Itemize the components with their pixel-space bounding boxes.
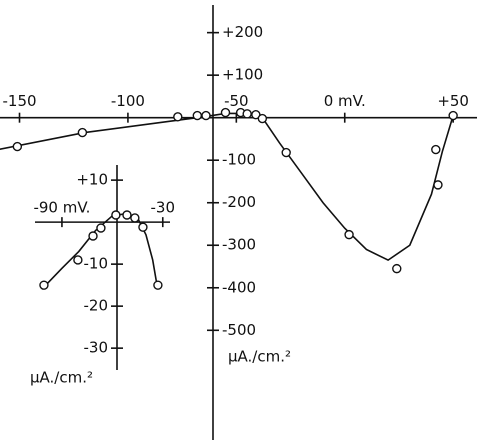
data-point — [220, 107, 231, 118]
x-tick-label: -100 — [111, 92, 145, 110]
y-tick-label: +10 — [76, 171, 108, 189]
y-tick-label: -200 — [222, 193, 256, 211]
curve — [0, 112, 454, 262]
x-tick-label: -50 — [224, 92, 249, 110]
y-tick-label: -400 — [222, 278, 256, 296]
x-tick-label: -150 — [2, 92, 36, 110]
data-point — [433, 180, 443, 190]
data-point — [111, 210, 121, 220]
y-axis-label: μA./cm.² — [30, 369, 93, 387]
data-point — [77, 127, 88, 138]
y-tick-label: -10 — [84, 255, 109, 273]
data-point — [39, 280, 49, 290]
data-point — [12, 141, 23, 152]
data-point — [88, 231, 98, 241]
data-point — [281, 147, 291, 158]
x-tick-label: -30 — [151, 199, 176, 217]
data-point — [173, 112, 183, 122]
data-point — [201, 110, 211, 121]
data-point — [130, 213, 140, 223]
data-point — [96, 223, 106, 233]
y-tick-label: -300 — [222, 236, 256, 254]
data-point — [122, 210, 132, 220]
data-point — [257, 113, 268, 124]
data-point — [73, 255, 83, 265]
x-tick-label: +50 — [437, 92, 469, 110]
data-point — [344, 229, 354, 240]
y-tick-label: +100 — [222, 66, 263, 84]
y-tick-label: -100 — [222, 151, 256, 169]
y-tick-label: -20 — [84, 297, 109, 315]
data-point — [192, 110, 203, 121]
y-tick-label: -30 — [84, 339, 109, 357]
data-point — [431, 144, 441, 155]
y-tick-label: -500 — [222, 321, 256, 339]
y-axis-label: μA./cm.² — [228, 348, 291, 366]
x-tick-label: 0 mV. — [324, 92, 366, 110]
data-point — [138, 222, 148, 232]
y-tick-label: +200 — [222, 23, 263, 41]
data-point — [392, 263, 402, 274]
data-point — [153, 280, 163, 290]
x-tick-label: -90 mV. — [33, 199, 90, 217]
data-point — [448, 110, 458, 121]
data-point — [242, 109, 252, 119]
